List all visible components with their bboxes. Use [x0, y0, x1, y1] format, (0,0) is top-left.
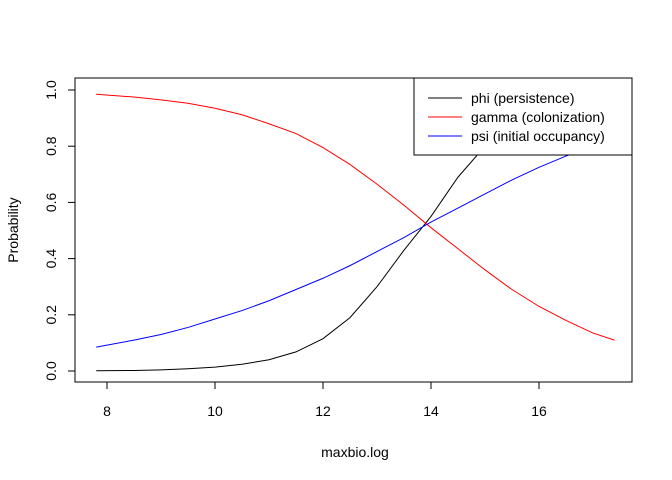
- x-tick-label: 12: [315, 403, 331, 419]
- series-gamma-line: [96, 93, 615, 341]
- legend-label-phi: phi (persistence): [471, 90, 575, 106]
- y-tick-label: 1.0: [43, 80, 59, 100]
- x-tick-label: 10: [207, 403, 223, 419]
- y-tick-label: 0.2: [43, 305, 59, 325]
- x-axis: 8 10 12 14 16: [103, 381, 547, 419]
- y-axis: 0.0 0.2 0.4 0.6 0.8 1.0: [43, 80, 76, 381]
- legend: phi (persistence) gamma (colonization) p…: [413, 77, 633, 156]
- y-tick-label: 0.8: [43, 136, 59, 156]
- x-tick-label: 8: [103, 403, 111, 419]
- y-axis-title: Probability: [5, 197, 21, 262]
- series-psi-line: [96, 137, 615, 348]
- legend-label-psi: psi (initial occupancy): [471, 128, 605, 144]
- y-tick-label: 0.4: [43, 249, 59, 269]
- x-tick-label: 14: [423, 403, 439, 419]
- x-axis-title: maxbio.log: [321, 444, 389, 460]
- y-tick-label: 0.0: [43, 361, 59, 381]
- y-tick-label: 0.6: [43, 192, 59, 212]
- legend-label-gamma: gamma (colonization): [471, 109, 605, 125]
- x-tick-label: 16: [531, 403, 547, 419]
